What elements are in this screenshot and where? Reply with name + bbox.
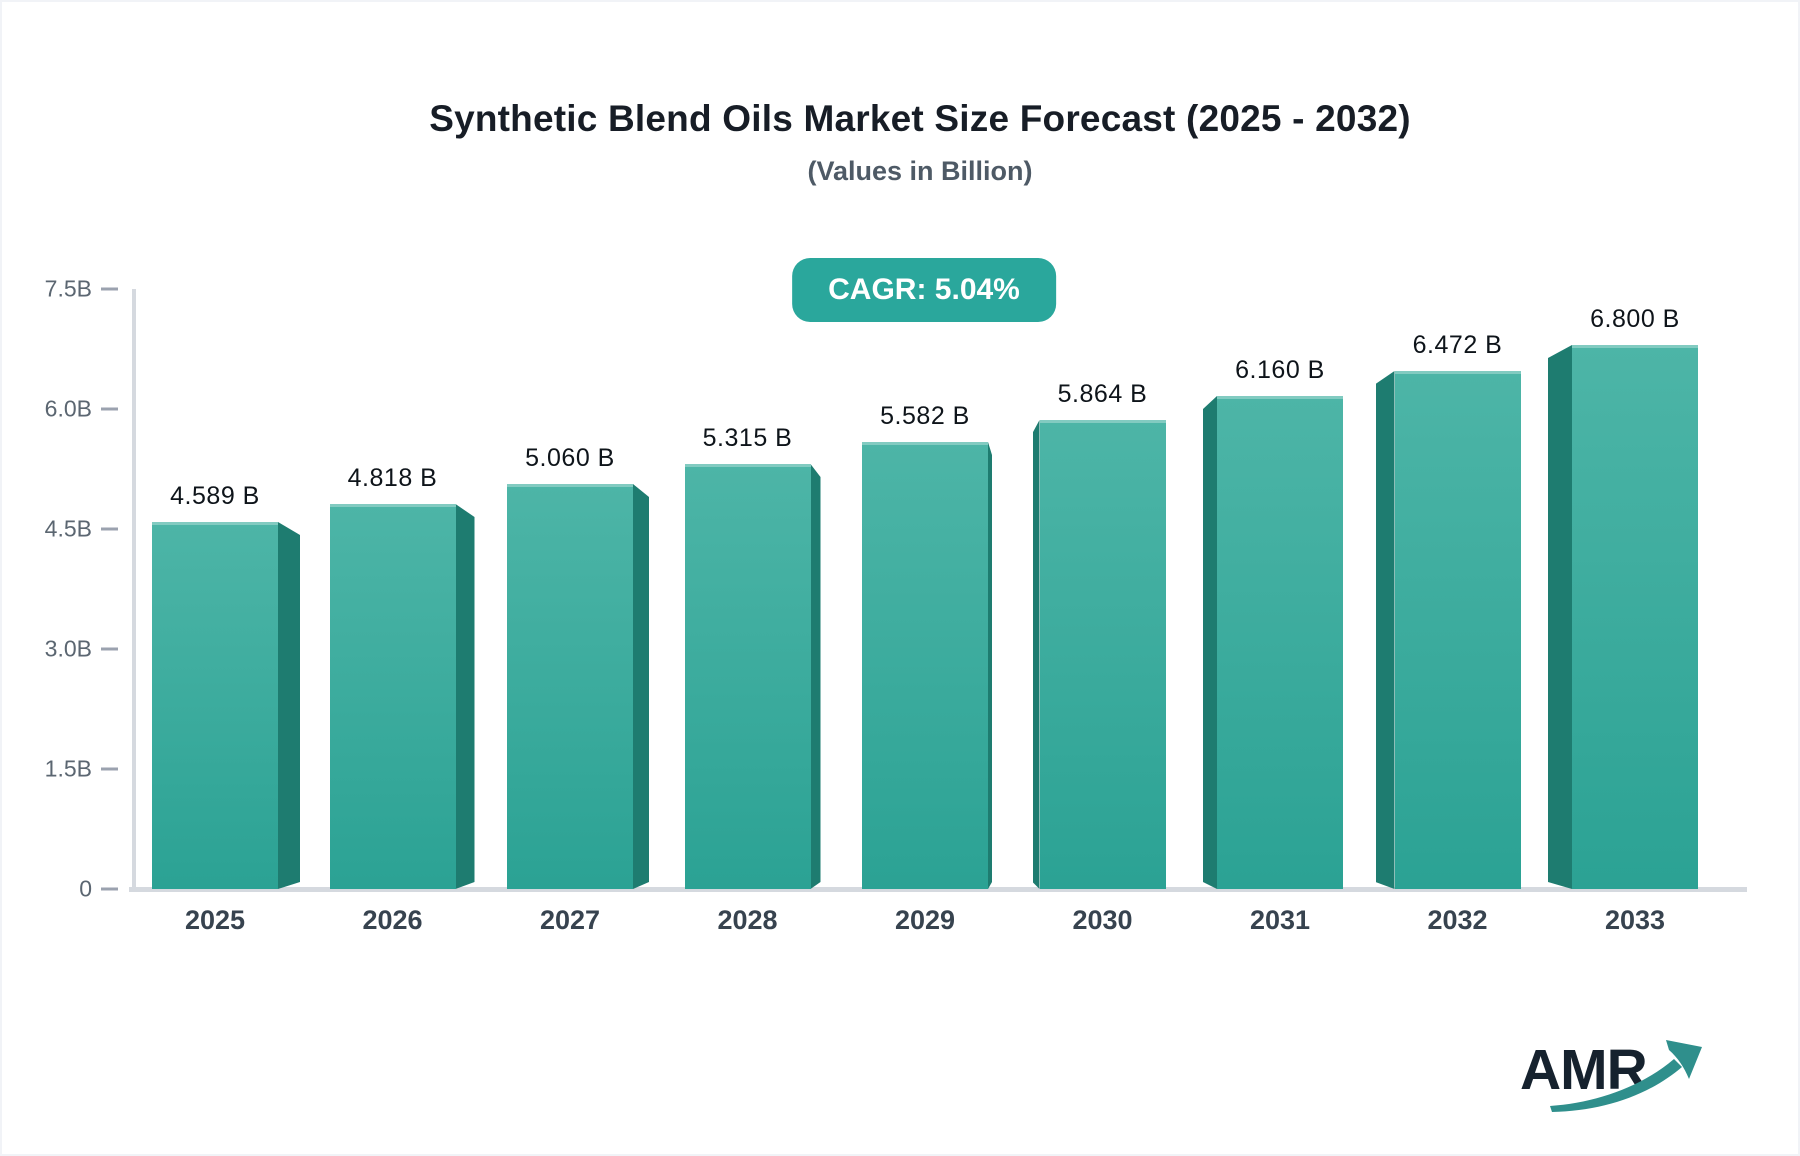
- x-category-label: 2032: [1427, 905, 1488, 935]
- bar-value-label: 4.818 B: [347, 464, 438, 492]
- y-tick-label: 3.0B: [44, 635, 92, 662]
- y-axis-line: [132, 289, 136, 891]
- y-tick-label: 0: [79, 875, 92, 902]
- bar-side-face: [633, 484, 649, 889]
- chart-header: Synthetic Blend Oils Market Size Forecas…: [2, 98, 1798, 187]
- x-category-label: 2031: [1249, 905, 1311, 935]
- x-category-label: 2025: [184, 905, 246, 935]
- y-tick-mark: [101, 767, 118, 771]
- logo-arrow-head-icon: [1666, 1040, 1702, 1079]
- y-tick-mark: [101, 887, 118, 891]
- bar: [1039, 420, 1166, 889]
- x-category-label: 2033: [1604, 905, 1666, 935]
- chart-subtitle: (Values in Billion): [807, 156, 1033, 186]
- bar-side-face: [988, 442, 992, 889]
- y-tick-label: 7.5B: [44, 275, 92, 302]
- y-tick-mark: [101, 527, 118, 531]
- x-category-label: 2026: [362, 905, 423, 935]
- bar: [152, 522, 278, 889]
- bar-value-label: 6.800 B: [1590, 305, 1680, 333]
- logo-arrow-swoosh-icon: [1550, 1059, 1682, 1112]
- amr-logo: AMR: [1520, 1032, 1730, 1123]
- bar-side-face: [1203, 396, 1217, 889]
- y-tick-mark: [101, 407, 118, 411]
- bar-value-label: 5.582 B: [880, 402, 970, 430]
- x-category-label: 2028: [717, 905, 778, 935]
- bar-side-face: [456, 504, 475, 889]
- x-category-label: 2029: [894, 905, 956, 935]
- x-category-label: 2027: [539, 905, 601, 935]
- bar-side-face: [1548, 345, 1572, 889]
- bar: [1394, 371, 1521, 889]
- bar-side-face: [278, 522, 300, 889]
- bar-value-label: 5.060 B: [525, 444, 615, 472]
- bar: [329, 504, 456, 889]
- chart-title: Synthetic Blend Oils Market Size Forecas…: [429, 98, 1411, 139]
- bar-value-label: 4.589 B: [170, 482, 260, 510]
- bar: [1217, 396, 1343, 889]
- y-tick-label: 6.0B: [44, 395, 92, 422]
- bar-side-face: [1376, 371, 1395, 889]
- bar-value-label: 6.472 B: [1412, 331, 1503, 359]
- bar-side-face: [1033, 420, 1040, 889]
- bar: [507, 484, 633, 889]
- y-tick-label: 1.5B: [44, 755, 92, 782]
- bar: [684, 464, 811, 889]
- y-tick-label: 4.5B: [44, 515, 92, 542]
- cagr-badge: CAGR: 5.04%: [792, 258, 1056, 322]
- bar: [1572, 345, 1698, 889]
- x-category-label: 2030: [1072, 905, 1133, 935]
- bar-value-label: 5.864 B: [1057, 380, 1148, 408]
- y-tick-mark: [101, 647, 118, 651]
- bar: [862, 442, 988, 889]
- y-tick-mark: [101, 287, 118, 291]
- amr-logo-svg: AMR: [1520, 1038, 1702, 1112]
- bar-value-label: 6.160 B: [1235, 356, 1325, 384]
- bar-value-label: 5.315 B: [702, 424, 793, 452]
- x-axis-line: [129, 887, 1747, 892]
- bar-side-face: [811, 464, 821, 889]
